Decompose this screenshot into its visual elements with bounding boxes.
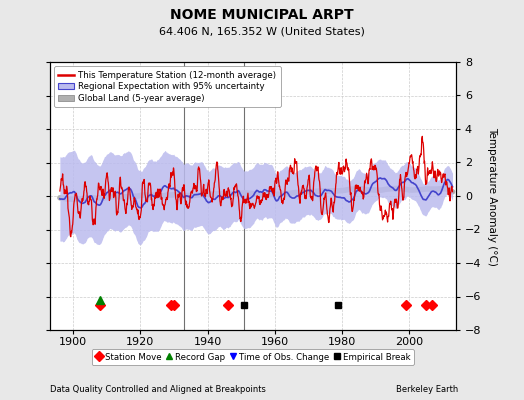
Text: 64.406 N, 165.352 W (United States): 64.406 N, 165.352 W (United States)	[159, 26, 365, 36]
Text: NOME MUNICIPAL ARPT: NOME MUNICIPAL ARPT	[170, 8, 354, 22]
Text: Data Quality Controlled and Aligned at Breakpoints: Data Quality Controlled and Aligned at B…	[50, 385, 266, 394]
Legend: This Temperature Station (12-month average), Regional Expectation with 95% uncer: This Temperature Station (12-month avera…	[54, 66, 280, 107]
Text: Berkeley Earth: Berkeley Earth	[396, 385, 458, 394]
Legend: Station Move, Record Gap, Time of Obs. Change, Empirical Break: Station Move, Record Gap, Time of Obs. C…	[92, 349, 414, 365]
Y-axis label: Temperature Anomaly (°C): Temperature Anomaly (°C)	[487, 126, 497, 266]
